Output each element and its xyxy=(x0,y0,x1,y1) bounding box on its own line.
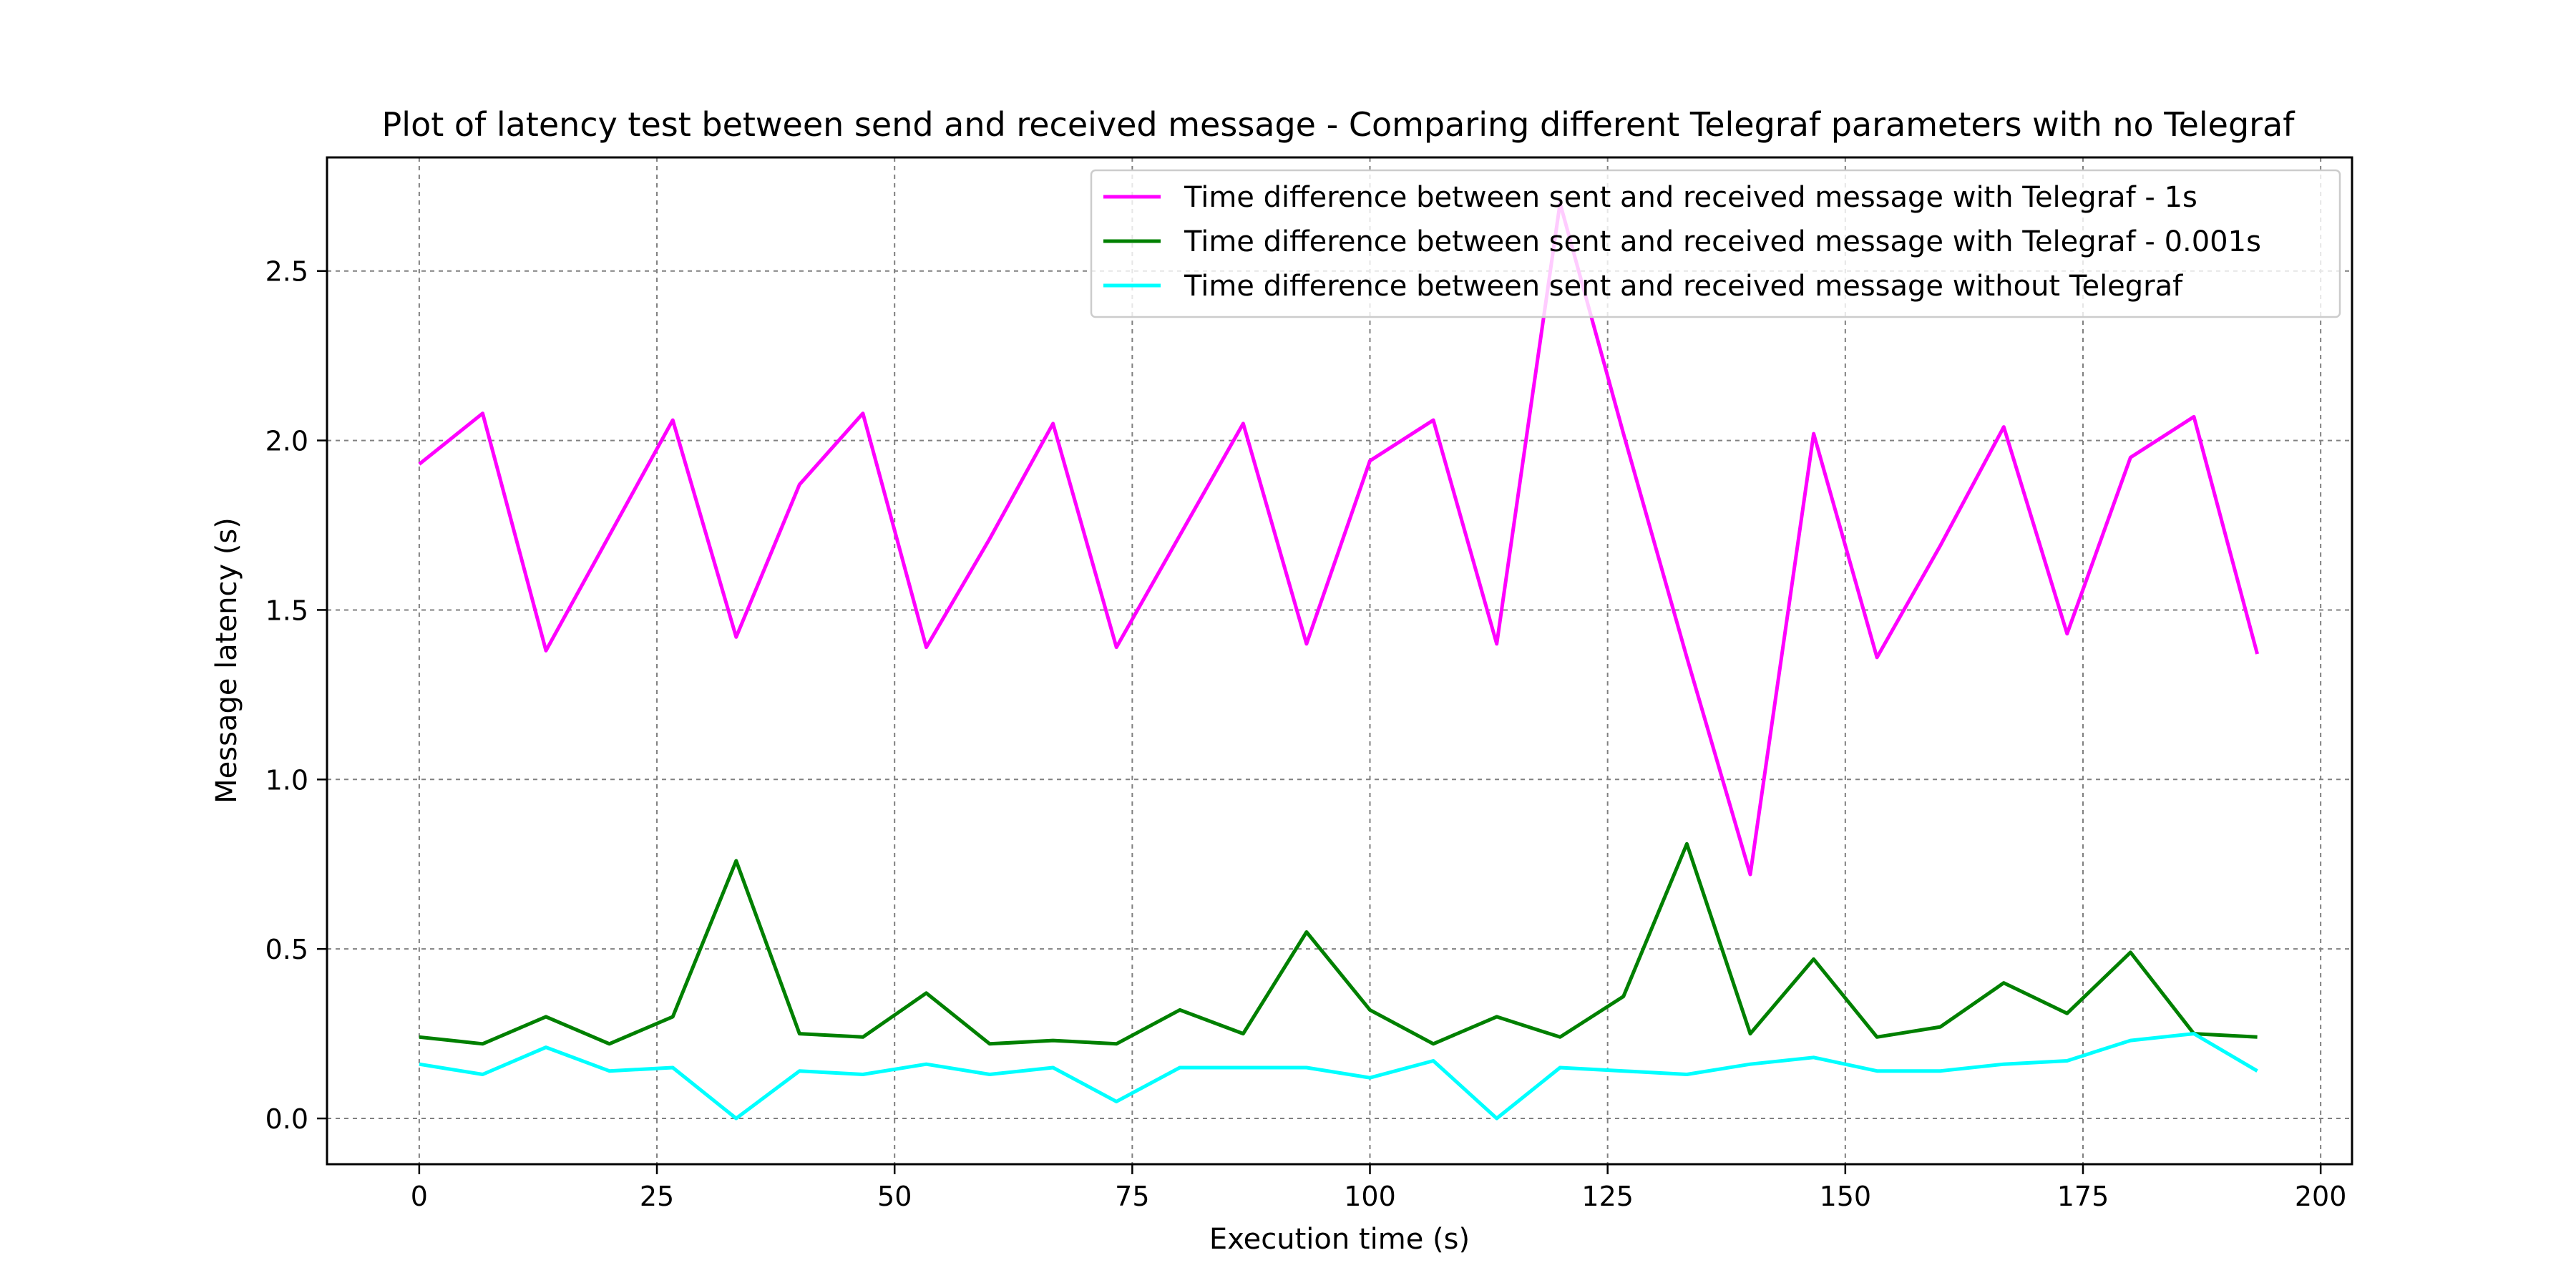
x-tick-label: 75 xyxy=(1115,1181,1149,1212)
series-lines xyxy=(418,201,2260,1121)
legend-box xyxy=(1090,169,2341,318)
y-tick-label: 2.0 xyxy=(265,426,308,457)
y-axis-label: Message latency (s) xyxy=(210,517,243,804)
legend-entry-2: Time difference between sent and receive… xyxy=(1184,225,2261,258)
y-tick-label: 2.5 xyxy=(265,256,308,288)
legend-entry-3: Time difference between sent and receive… xyxy=(1184,270,2183,303)
x-tick-label: 0 xyxy=(411,1181,428,1212)
x-tick-label: 125 xyxy=(1581,1181,1634,1212)
legend-entry-1: Time difference between sent and receive… xyxy=(1184,181,2197,214)
series-line-2 xyxy=(419,841,2258,1046)
plot-frame xyxy=(326,156,2353,1166)
y-tick-label: 0.0 xyxy=(265,1103,308,1135)
x-tick-label: 150 xyxy=(1820,1181,1872,1212)
series-line-3 xyxy=(419,1032,2258,1121)
x-tick-label: 50 xyxy=(877,1181,912,1212)
axis-ticks: 0 25 50 75 100 125 150 175 200 0.0 0.5 1.0 1.5 2.0 2.5 xyxy=(265,256,2347,1212)
x-axis-label: Execution time (s) xyxy=(1209,1223,1470,1256)
y-tick-label: 1.5 xyxy=(265,595,308,626)
x-tick-label: 200 xyxy=(2295,1181,2347,1212)
x-tick-label: 175 xyxy=(2057,1181,2109,1212)
x-tick-label: 100 xyxy=(1344,1181,1396,1212)
chart-title: Plot of latency test between send and re… xyxy=(382,105,2296,144)
grid xyxy=(327,157,2352,1164)
y-tick-label: 0.5 xyxy=(265,934,308,965)
x-tick-label: 25 xyxy=(640,1181,674,1212)
series-line-1 xyxy=(418,201,2260,877)
y-tick-label: 1.0 xyxy=(265,764,308,796)
legend: Time difference between sent and receive… xyxy=(1090,169,2341,318)
